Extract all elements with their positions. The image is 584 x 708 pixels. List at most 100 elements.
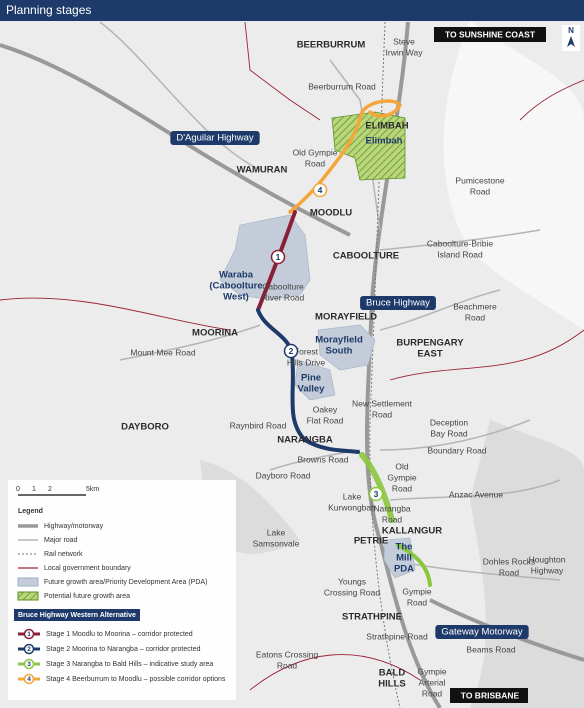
road-label: Eatons Crossing	[256, 649, 319, 659]
road-label: Road	[422, 688, 443, 698]
highway-label: Gateway Motorway	[441, 627, 523, 638]
area-label: West)	[223, 292, 249, 303]
highway-badge	[435, 625, 529, 639]
road-label: Road	[470, 186, 491, 196]
road-label: Browns Road	[297, 454, 348, 464]
road-label: Boundary Road	[427, 445, 486, 455]
road-label: Gympie	[417, 666, 447, 676]
road-label: Samsonvale	[253, 538, 300, 548]
lga-boundaries	[0, 21, 584, 691]
badge-north	[434, 27, 546, 42]
stage-number: 2	[289, 346, 294, 356]
legend-item: Potential future growth area	[44, 593, 130, 600]
road-label: Hills Drive	[287, 357, 326, 367]
alternative-item: Stage 2 Moorina to Narangba – corridor p…	[46, 646, 201, 653]
suburb-label: DAYBORO	[121, 422, 169, 433]
suburb-label: ELIMBAH	[365, 121, 408, 132]
badge-text: TO BRISBANE	[461, 690, 520, 700]
scale-label: 1	[32, 486, 36, 493]
area-label: South	[326, 346, 353, 357]
suburb-label: CABOOLTURE	[333, 251, 399, 262]
stage-number: 4	[27, 676, 31, 683]
suburb-label: NARANGBA	[277, 435, 333, 446]
suburb-label: MOODLU	[310, 208, 352, 219]
suburb-label: KALLANGUR	[382, 526, 442, 537]
stage-marker	[23, 658, 35, 670]
road-label: Strathpine Road	[366, 631, 428, 641]
suburb-label: EAST	[417, 349, 443, 360]
suburb-label: MOORINA	[192, 328, 238, 339]
road-label: Road	[407, 597, 428, 607]
highway-badge	[170, 131, 260, 145]
road-label: Road	[392, 483, 413, 493]
stage-marker	[23, 673, 35, 685]
legend-title: Legend	[18, 508, 43, 515]
road-label: Oakey	[313, 404, 338, 414]
area-label: Morayfield	[315, 335, 363, 346]
stage-number: 3	[374, 489, 379, 499]
alternative-item: Stage 1 Moodlu to Moorina – corridor pro…	[46, 631, 193, 638]
north-label: N	[568, 26, 574, 35]
highway-label: D'Aguilar Highway	[176, 133, 254, 144]
road-label: Gympie	[402, 586, 432, 596]
area-label: Elimbah	[366, 136, 403, 147]
road-label: Beerburrum Road	[308, 81, 376, 91]
scale-label: 5km	[86, 486, 99, 493]
road-label: Mount Mee Road	[130, 347, 195, 357]
area-label: Waraba	[219, 270, 254, 281]
road-label: Lake	[343, 491, 362, 501]
road-label: Old	[395, 461, 409, 471]
suburb-label: PETRIE	[354, 536, 388, 547]
legend-item: Highway/motorway	[44, 523, 104, 530]
legend-item: Major road	[44, 537, 78, 544]
legend-swatch	[17, 591, 39, 601]
road-label: Deception	[430, 417, 469, 427]
road-label: Arterial	[419, 677, 446, 687]
suburb-label: WAMURAN	[237, 165, 288, 176]
area-label: (Caboolture	[209, 281, 262, 292]
header-bar	[0, 0, 584, 21]
road-label: Narangba	[373, 503, 411, 513]
stage-marker	[270, 249, 286, 265]
scale-label: 2	[48, 486, 52, 493]
alternative-item: Stage 4 Beerburrum to Moodlu – possible …	[46, 676, 226, 683]
alternative-title-bar	[14, 609, 140, 621]
highway-badge	[360, 296, 436, 310]
potential-growth-area	[331, 111, 406, 181]
legend-box	[8, 480, 236, 700]
stage-marker	[368, 486, 384, 502]
road-label: Pumicestone	[455, 175, 504, 185]
stage-marker	[283, 343, 299, 359]
stage-number: 3	[27, 661, 31, 668]
road-label: Caboolture-Bribie	[427, 238, 493, 248]
suburb-label: BALD	[379, 668, 406, 679]
road-label: Beachmere	[453, 301, 497, 311]
legend-item: Future growth area/Priority Development …	[44, 579, 207, 586]
road-label: Beams Road	[466, 644, 515, 654]
highway-label: Bruce Highway	[366, 298, 430, 309]
area-label: Valley	[298, 384, 326, 395]
road-label: Bay Road	[430, 428, 468, 438]
suburb-label: HILLS	[378, 679, 405, 690]
legend-item: Local government boundary	[44, 565, 131, 572]
road-label: Dohles Rocks	[483, 556, 535, 566]
header-title: Planning stages	[6, 3, 91, 17]
stage-number: 4	[318, 185, 323, 195]
stage-marker	[23, 643, 35, 655]
road-label: Houghton	[529, 554, 566, 564]
scale-label: 0	[16, 486, 20, 493]
road-label: Crossing Road	[324, 587, 380, 597]
area-label: Pine	[301, 373, 321, 384]
badge-text: TO SUNSHINE COAST	[445, 29, 536, 39]
road-label: Forest	[294, 346, 319, 356]
stage-number: 1	[27, 631, 31, 638]
road-label: Caboolture	[262, 281, 304, 291]
road-label: Road	[277, 660, 298, 670]
road-label: Gympie	[387, 472, 417, 482]
alternative-item: Stage 3 Narangba to Bald Hills – indicat…	[46, 661, 213, 668]
suburb-label: STRATHPINE	[342, 612, 402, 623]
road-label: Irwin Way	[386, 47, 424, 57]
area-label: PDA	[394, 564, 414, 575]
stage-number: 1	[276, 252, 281, 262]
